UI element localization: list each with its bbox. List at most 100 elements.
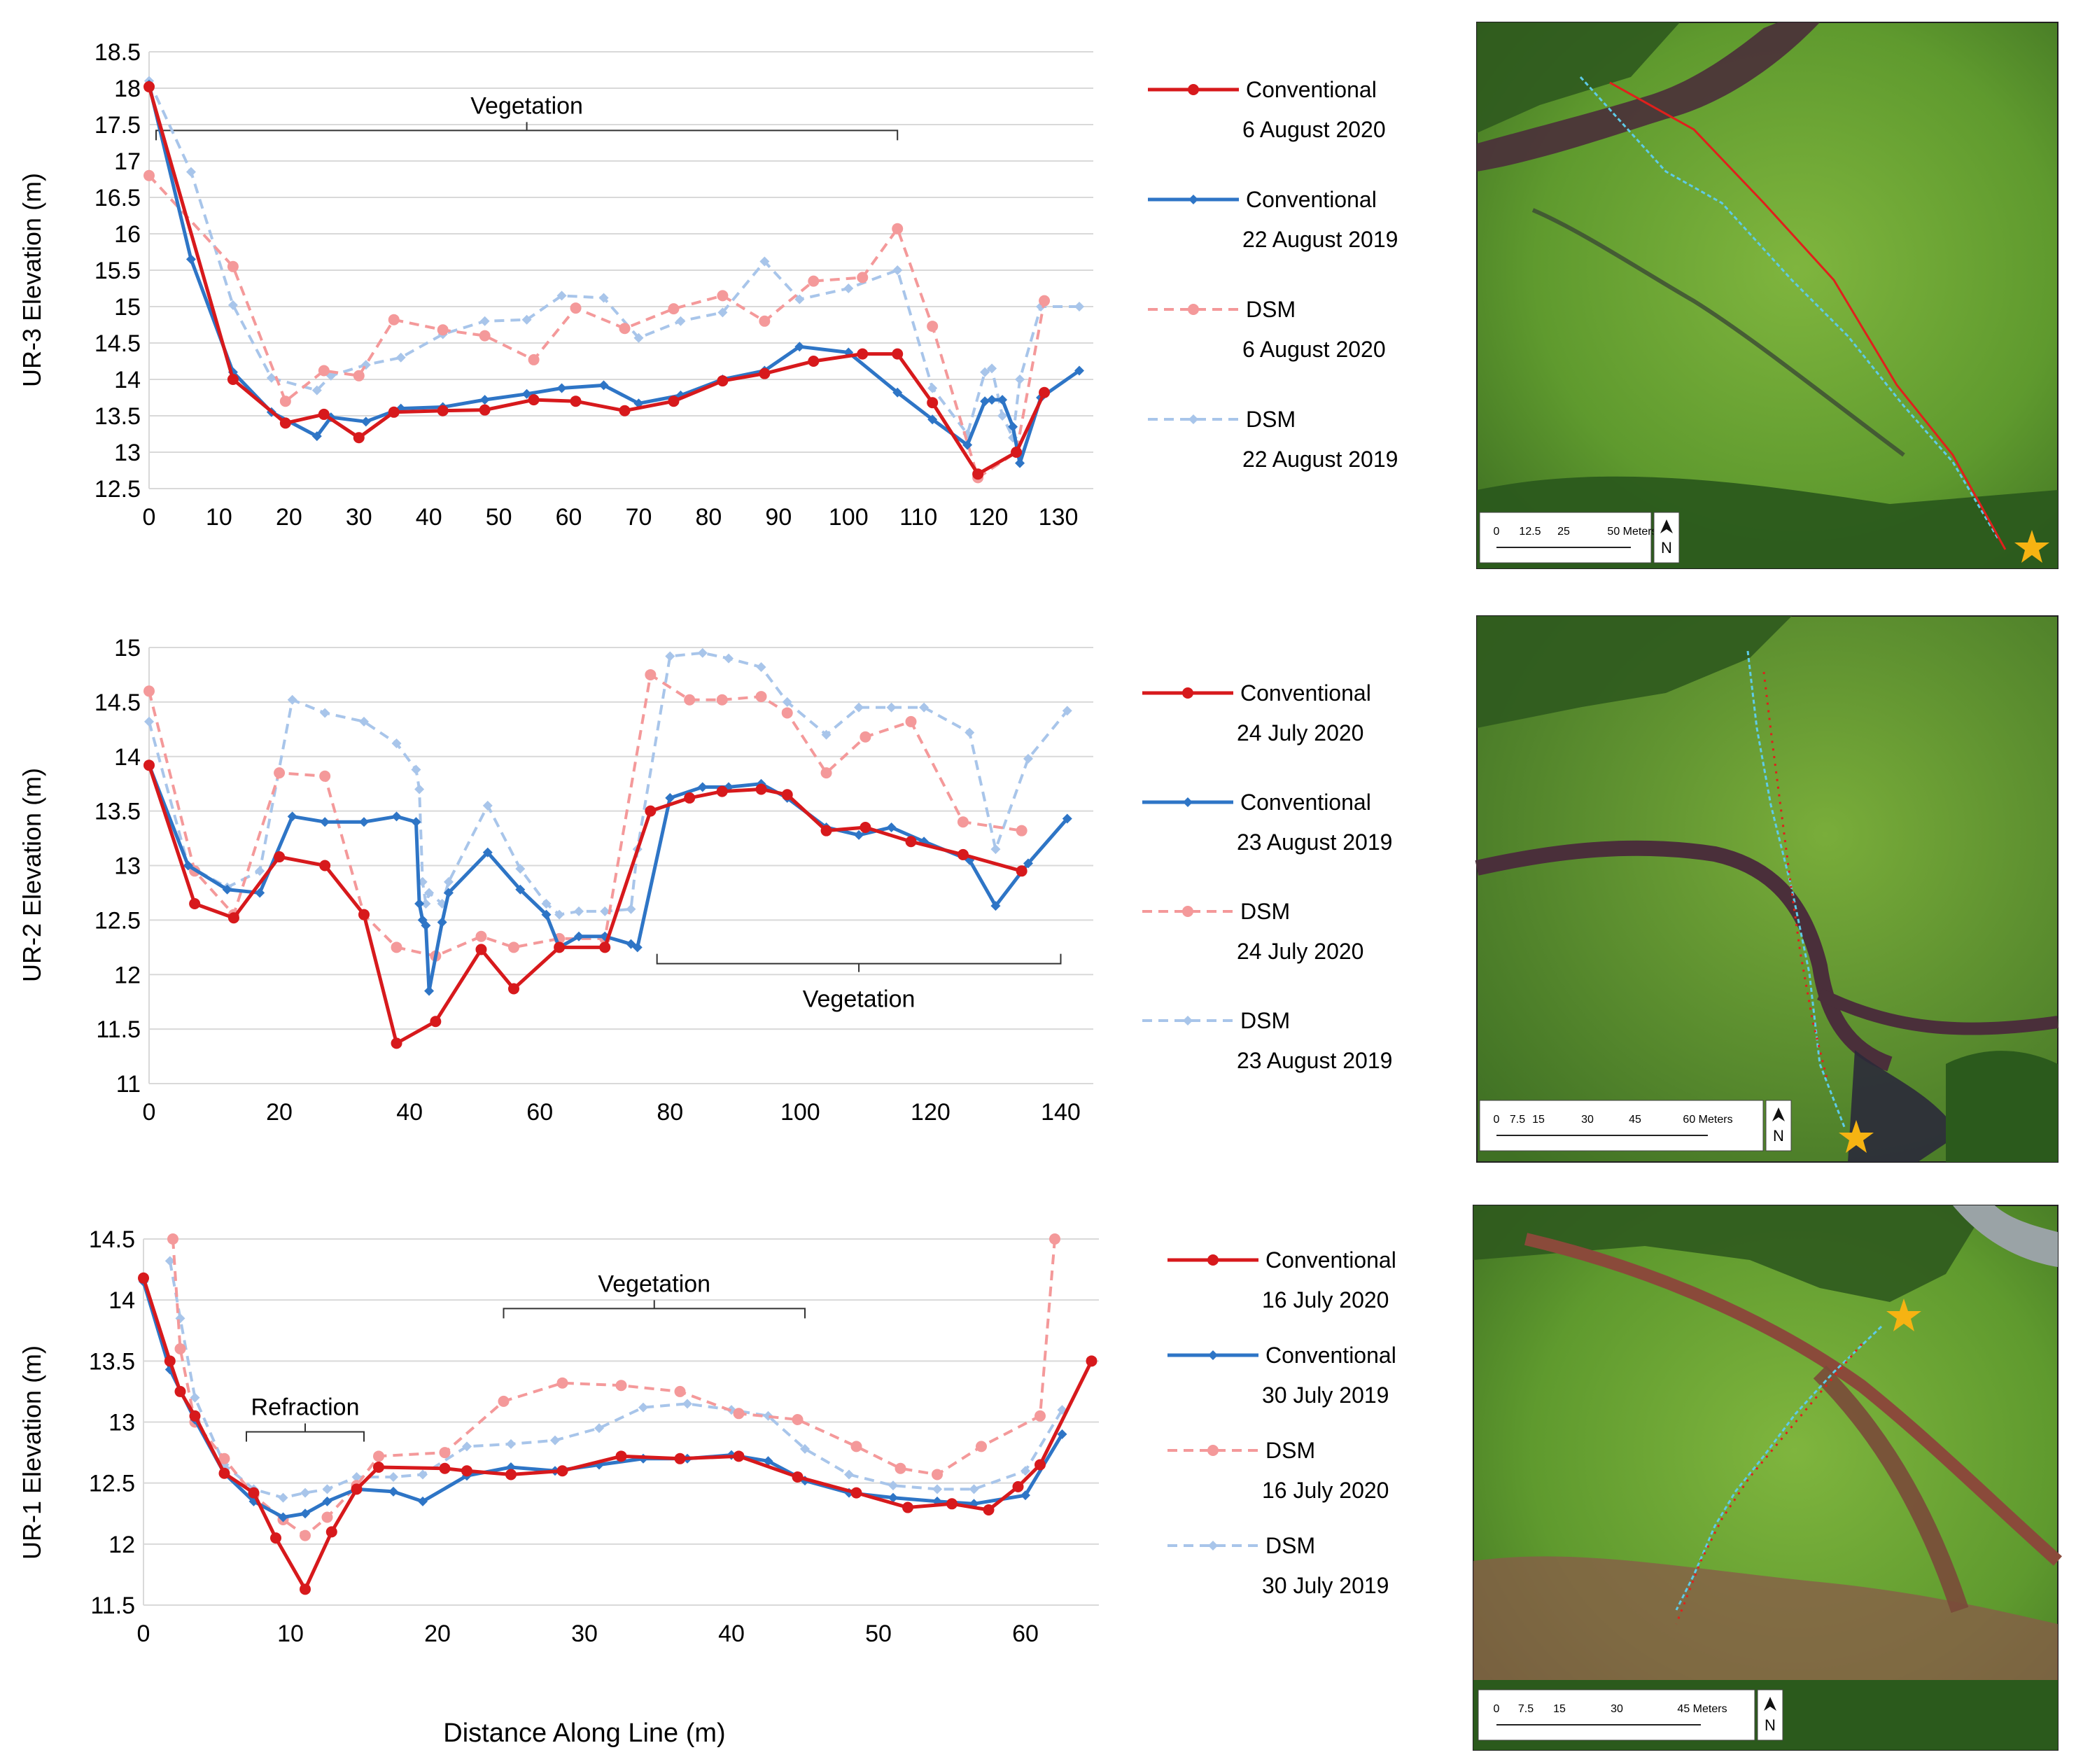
map-ur1-scale-label: 45 Meters: [1677, 1703, 1727, 1715]
ur1-data-point: [638, 1402, 648, 1413]
ur3-data-point: [668, 303, 680, 315]
ur3-data-point: [980, 367, 990, 377]
ur3-data-point: [857, 272, 869, 284]
ur3-data-point: [311, 385, 322, 396]
ur3-legend-item: DSM 22 August 2019: [1148, 407, 1398, 472]
ur3-data-point: [598, 293, 609, 303]
ur2-data-point: [990, 901, 1001, 911]
ur1-data-point: [556, 1465, 568, 1477]
ur1-x-tick-label: 30: [571, 1620, 598, 1647]
ur2-data-point: [515, 884, 526, 895]
ur2-series-1: [144, 760, 1072, 996]
ur1-y-tick-label: 14.5: [89, 1226, 135, 1253]
ur2-data-point: [287, 811, 297, 822]
ur1-series-2: [167, 1233, 1060, 1541]
ur2-legend: Conventional 24 July 2020 Conventional 23 A…: [1142, 680, 1392, 1073]
ur1-x-tick-label: 20: [424, 1620, 451, 1647]
ur2-y-tick-label: 12.5: [94, 907, 141, 934]
ur2-data-point: [143, 760, 155, 771]
aerial-map-ur3: 0 12.5 25 50 Meters N: [1476, 22, 2059, 569]
ur1-data-point: [190, 1392, 200, 1403]
map-ur1-scale-labels: 0 7.5 15 30 45 Meters: [1494, 1703, 1727, 1715]
ur1-x-tick-label: 50: [865, 1620, 892, 1647]
ur3-series-line: [148, 174, 1046, 479]
ur1-data-point: [844, 1469, 854, 1480]
ur2-legend-item: DSM 23 August 2019: [1142, 1008, 1392, 1073]
ur2-data-point: [716, 785, 728, 797]
ur2-data-point: [957, 816, 969, 828]
ur2-data-point: [820, 825, 832, 836]
ur2-data-point: [645, 805, 657, 817]
ur1-data-point: [174, 1385, 186, 1397]
ur3-annotation: Vegetation: [155, 92, 899, 141]
ur2-data-point: [287, 694, 297, 705]
ur3-data-point: [675, 316, 686, 326]
ur3-data-point: [143, 80, 155, 92]
ur3-data-point: [892, 265, 903, 275]
ur2-data-point: [255, 866, 265, 876]
ur1-legend-item: DSM 30 July 2019: [1167, 1533, 1389, 1598]
map-ur2-north-arrow-icon: [1772, 1107, 1785, 1121]
map-ur1-tree-canopy: [1473, 1205, 1988, 1302]
ur1-legend-marker: [1207, 1445, 1219, 1456]
ur2-y-tick-label: 14.5: [94, 690, 141, 716]
ur1-y-tick-label: 11.5: [90, 1592, 135, 1619]
ur2-data-point: [854, 702, 864, 713]
ur1-data-point: [1049, 1233, 1060, 1245]
aerial-map-ur1: 0 7.5 15 30 45 Meters N: [1473, 1205, 2062, 1751]
ur2-data-point: [781, 707, 793, 719]
ur1-y-axis-label: UR-1 Elevation (m): [17, 1345, 46, 1560]
ur1-data-point: [278, 1492, 288, 1503]
ur3-legend-item: Conventional 22 August 2019: [1148, 187, 1398, 252]
ur1-data-point: [300, 1508, 310, 1519]
ur1-series: [138, 1233, 1097, 1595]
ur2-data-point: [854, 830, 864, 840]
map-ur2-north-label: N: [1773, 1127, 1784, 1144]
ur2-data-point: [421, 920, 431, 931]
ur2-gridlines: [148, 647, 1093, 1084]
ur3-series-line: [148, 80, 1080, 440]
ur3-data-point: [227, 300, 238, 310]
ur2-legend-date: 23 August 2019: [1237, 1048, 1392, 1073]
map-ur1-scale-label: 0: [1494, 1703, 1500, 1715]
ur3-data-point: [633, 332, 644, 343]
map-ur1-transect-2020: [1675, 1343, 1863, 1625]
ur2-data-point: [391, 1037, 402, 1049]
ur3-x-tick-label: 50: [486, 504, 512, 531]
map-ur1-mud-flat: [1473, 1556, 2058, 1680]
ur2-y-tick-label: 13.5: [94, 799, 141, 825]
ur3-legend-marker: [1188, 84, 1199, 95]
ur3-legend-item: DSM 6 August 2020: [1148, 297, 1386, 362]
ur3-data-point: [227, 260, 239, 272]
ur3-data-point: [997, 411, 1008, 421]
ur1-legend-date: 30 July 2019: [1262, 1382, 1389, 1408]
ur1-data-point: [682, 1399, 692, 1409]
ur2-data-point: [437, 917, 447, 927]
ur1-data-point: [983, 1504, 995, 1516]
ur1-x-ticks: 0 10 20 30 40 50 60: [137, 1620, 1039, 1647]
ur2-data-point: [626, 904, 636, 914]
ur1-y-tick-label: 12.5: [89, 1471, 135, 1497]
ur1-data-point: [388, 1486, 398, 1497]
ur2-series-line: [147, 764, 1069, 993]
ur3-gridlines: [148, 51, 1093, 489]
ur2-series-line: [148, 673, 1022, 958]
ur2-data-point: [143, 685, 155, 697]
ur3-data-point: [227, 374, 239, 385]
ur3-data-point: [892, 348, 904, 360]
ur2-x-ticks: 0 20 40 60 80 100 120 140: [143, 1099, 1081, 1126]
ur1-data-point: [733, 1408, 745, 1420]
ur1-data-point: [461, 1465, 472, 1477]
ur2-data-point: [482, 800, 493, 811]
ur3-y-tick-label: 18.5: [94, 39, 141, 66]
ur2-data-point: [574, 931, 584, 941]
ur1-data-point: [278, 1512, 288, 1522]
ur2-data-point: [358, 909, 370, 920]
ur3-y-tick-label: 16.5: [94, 185, 141, 211]
ur3-legend-date: 22 August 2019: [1242, 447, 1398, 472]
x-axis-label: Distance Along Line (m): [443, 1718, 725, 1748]
ur3-data-point: [1011, 447, 1023, 458]
ur3-series: [143, 76, 1085, 484]
ur2-data-point: [424, 888, 435, 898]
